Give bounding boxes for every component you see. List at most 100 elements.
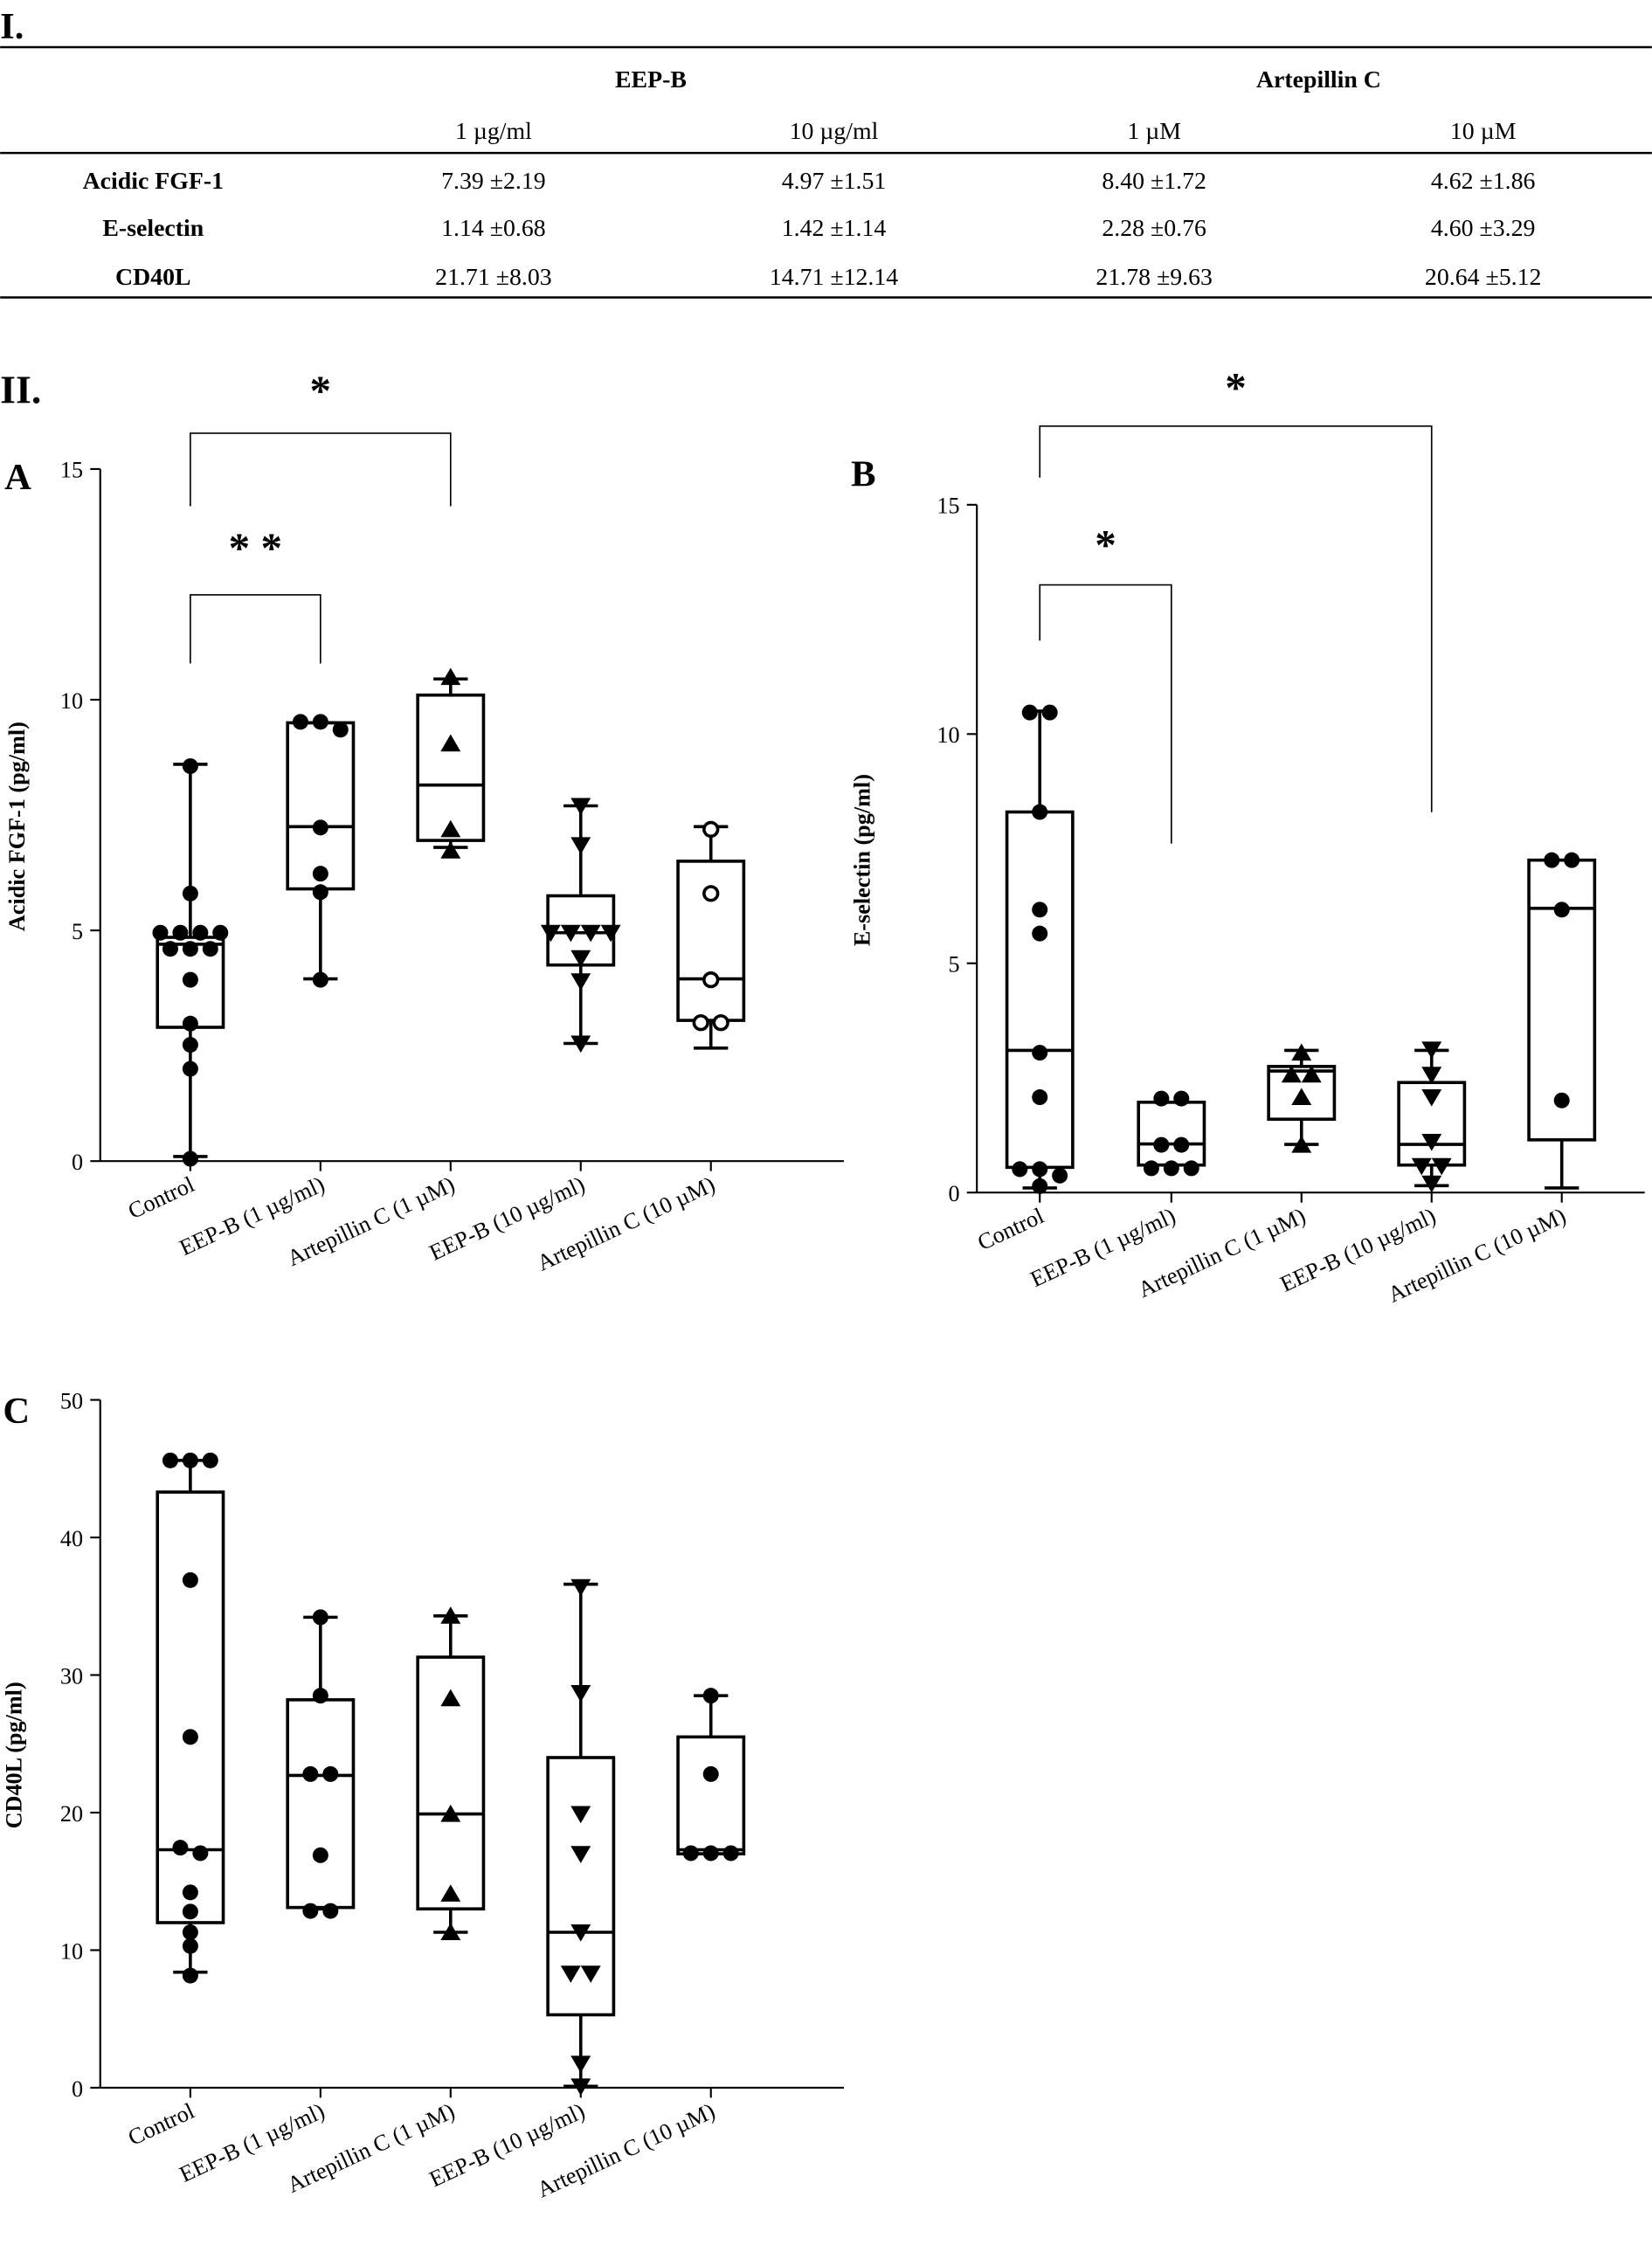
data-point-circle [312,819,328,836]
significance-bracket: * [1039,363,1433,812]
box-group [286,1609,356,1919]
data-point-circle [182,1060,198,1077]
panel-label: A [4,457,31,498]
significance-bracket: * [1039,521,1172,844]
data-point-circle [182,1037,198,1053]
table-cell: 2.28 ±0.76 [1102,215,1206,242]
data-point-triangle-down [1421,1041,1442,1060]
data-point-open-circle [702,885,720,902]
box [546,1756,616,2017]
y-tick-label: 15 [937,494,959,519]
y-tick-label: 10 [60,1938,83,1964]
data-point-triangle-down [570,798,591,816]
data-point-circle [302,1903,319,1919]
data-point-circle [1553,1092,1570,1109]
bracket-line [190,432,452,507]
y-tick-label: 5 [72,919,83,944]
x-tick-label: Control [974,1203,1048,1255]
box [676,1735,746,1856]
table-cell: 7.39 ±2.19 [441,168,546,195]
y-tick-label: 0 [72,1150,83,1175]
data-point-circle [162,941,178,957]
data-point-circle [682,1845,699,1862]
data-point-circle [182,1729,198,1745]
data-point-circle [182,1884,198,1901]
data-point-circle [312,714,328,730]
data-point-circle [182,1150,198,1167]
data-point-circle [1032,1178,1048,1194]
data-point-circle [302,1765,319,1782]
data-point-circle [322,1903,339,1919]
data-point-circle [182,1938,198,1954]
data-point-circle [1032,1089,1048,1106]
table-cell: 14.71 ±12.14 [770,264,898,291]
data-point-circle [312,1847,328,1863]
box-group [546,1578,616,2096]
box [1005,810,1075,1170]
data-point-open-circle [702,820,720,839]
box [416,693,486,842]
data-point-circle [1153,1136,1170,1153]
data-point-circle [192,924,209,941]
row-label: E-selectin [102,215,204,242]
panel-label: C [3,1391,30,1432]
data-point-circle [1173,1090,1190,1107]
data-point-triangle-up [440,841,461,859]
box-group [1527,852,1597,1190]
data-point-triangle-down [1421,1067,1442,1084]
data-point-triangle-up [1291,1135,1312,1153]
table-cell: 4.97 ±1.51 [782,168,887,195]
row-label: Acidic FGF-1 [83,168,224,195]
data-point-circle [332,722,349,738]
data-point-circle [212,924,229,941]
bracket-line [1039,584,1172,844]
data-point-triangle-down [600,924,621,943]
table-cell: 4.62 ±1.86 [1431,168,1536,195]
data-point-circle [202,1452,218,1468]
y-tick-label: 40 [60,1526,83,1551]
table-row: CD40L 21.71 ±8.03 14.71 ±12.14 21.78 ±9.63 2… [115,264,1541,291]
data-point-circle [152,924,169,941]
data-point-circle [182,1452,198,1468]
data-point-triangle-down [570,1578,591,1597]
data-point-circle [1052,1167,1068,1184]
y-tick-label: 0 [948,1181,959,1206]
table-row: Acidic FGF-1 7.39 ±2.19 4.97 ±1.51 8.40 ±1.… [83,168,1536,195]
data-point-circle [1564,852,1580,868]
table-group-artepillin: Artepillin C [1256,66,1381,93]
data-point-triangle-down [570,973,591,991]
data-point-circle [312,1688,328,1704]
y-tick-label: 20 [60,1801,83,1827]
table-cell: 21.71 ±8.03 [435,264,551,291]
data-point-triangle-up [440,1804,461,1822]
box [156,1490,225,1924]
box-group [1005,704,1075,1194]
table-cell: 21.78 ±9.63 [1096,264,1212,291]
box-group [286,714,356,988]
section-i-label: I. [0,6,24,47]
table-cell: 1.14 ±0.68 [441,215,546,242]
data-point-circle [702,1688,719,1704]
data-point-triangle-down [570,1684,591,1703]
data-point-circle [312,884,328,901]
data-point-circle [182,1924,198,1940]
box [286,1698,356,1910]
data-point-circle [172,924,189,941]
data-point-circle [702,1765,719,1782]
box [286,721,356,891]
data-point-circle [192,1845,209,1862]
table-col-header: 10 µg/ml [790,118,879,145]
x-tick-label: Control [124,2098,198,2151]
table-group-eepb: EEP-B [615,66,687,93]
data-point-circle [182,941,198,957]
data-point-circle [1183,1160,1199,1177]
data-point-circle [292,714,308,730]
data-point-circle [182,1572,198,1588]
panel-label: B [851,454,875,495]
data-point-triangle-down [580,1965,601,1983]
table-cell: 8.40 ±1.72 [1102,168,1206,195]
box-group [1137,1090,1206,1177]
box-group [676,820,746,1050]
